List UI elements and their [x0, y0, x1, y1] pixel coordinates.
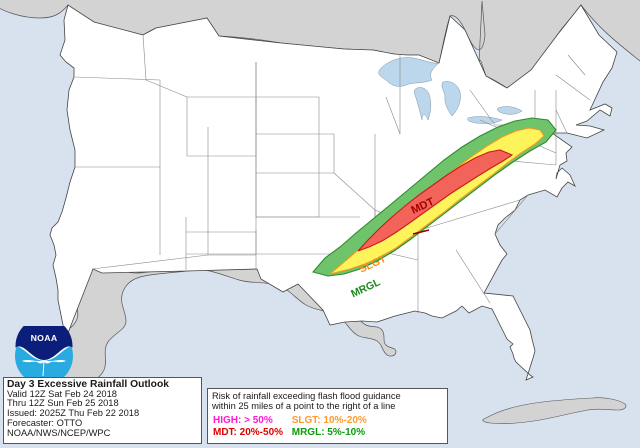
svg-text:NOAA: NOAA: [31, 333, 58, 343]
